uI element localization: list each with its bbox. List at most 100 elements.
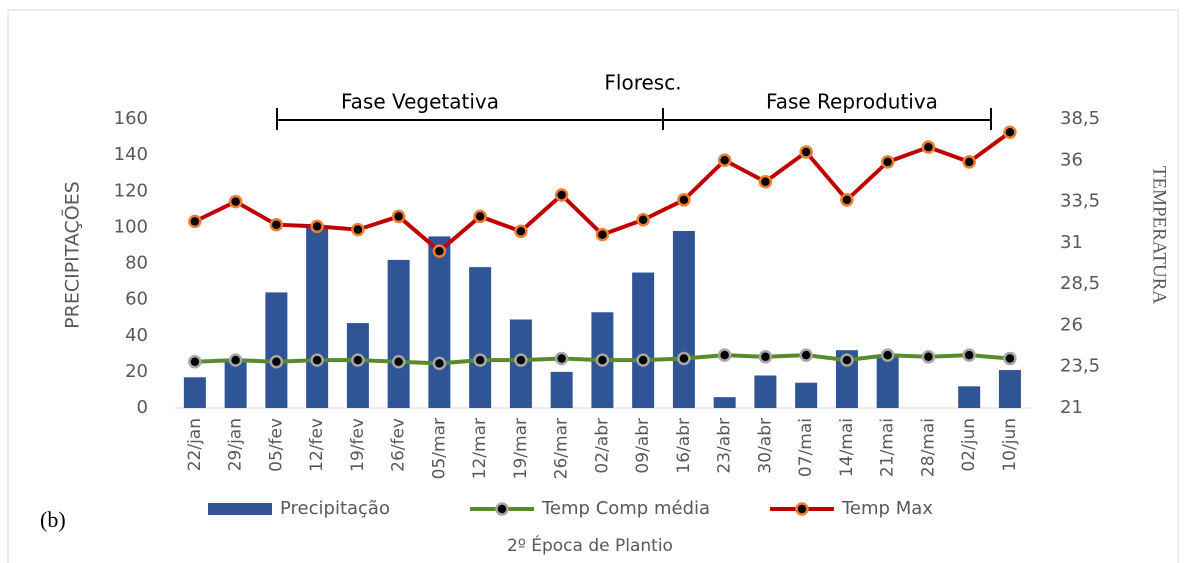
x-tick-label: 19/mar bbox=[511, 418, 531, 479]
line-marker bbox=[880, 348, 895, 362]
bar bbox=[469, 267, 492, 408]
line-marker bbox=[432, 244, 447, 258]
line-marker bbox=[351, 353, 365, 367]
x-tick-label: 26/fev bbox=[389, 418, 409, 472]
y-tick-label: 140 bbox=[114, 144, 148, 165]
x-tick-label: 28/mai bbox=[918, 418, 938, 477]
bar bbox=[795, 382, 818, 408]
x-tick-label: 07/mai bbox=[796, 418, 816, 477]
line-marker bbox=[799, 145, 813, 159]
y2-tick-label: 23,5 bbox=[1060, 356, 1100, 377]
line-marker bbox=[799, 348, 813, 362]
bar bbox=[713, 397, 736, 408]
y-axis-label: PRECIPITAÇÕES bbox=[61, 181, 84, 329]
bar bbox=[306, 227, 329, 408]
x-tick-label: 12/mar bbox=[470, 418, 490, 479]
line-marker bbox=[595, 227, 610, 242]
panel-label: (b) bbox=[40, 507, 66, 532]
line-marker bbox=[636, 212, 650, 227]
line-marker bbox=[880, 155, 895, 169]
line-marker bbox=[840, 353, 854, 367]
caption: 2º Época de Plantio bbox=[507, 534, 673, 556]
y-tick-label: 20 bbox=[125, 361, 148, 382]
phase-brackets bbox=[276, 108, 992, 130]
line-marker bbox=[514, 224, 528, 239]
x-tick-label: 26/mar bbox=[552, 418, 572, 479]
legend-label: Temp Max bbox=[841, 498, 933, 519]
bar bbox=[958, 386, 981, 408]
y2-tick-label: 21 bbox=[1060, 397, 1083, 418]
bar bbox=[550, 371, 573, 408]
line-marker bbox=[677, 193, 691, 207]
line-marker bbox=[921, 140, 936, 154]
line-marker bbox=[473, 209, 487, 224]
y2-tick-label: 28,5 bbox=[1060, 273, 1100, 294]
y-tick-label: 100 bbox=[114, 216, 148, 237]
bar bbox=[876, 357, 899, 408]
y-tick-label: 80 bbox=[125, 253, 148, 274]
y-tick-label: 160 bbox=[114, 108, 148, 129]
y2-tick-label: 38,5 bbox=[1060, 108, 1100, 129]
annotation: Floresc. bbox=[604, 71, 681, 95]
line-marker bbox=[677, 351, 691, 366]
legend-marker bbox=[795, 502, 809, 516]
line-marker bbox=[269, 217, 284, 232]
y-tick-label: 40 bbox=[125, 325, 148, 346]
bar bbox=[835, 350, 858, 408]
line-marker bbox=[758, 350, 773, 364]
line-marker bbox=[188, 214, 202, 229]
x-tick-label: 12/fev bbox=[307, 418, 327, 472]
legend-label: Temp Comp média bbox=[541, 498, 710, 519]
y2-tick-label: 33,5 bbox=[1060, 191, 1100, 212]
annotation: Fase Vegetativa bbox=[341, 90, 499, 114]
x-tick-label: 19/fev bbox=[348, 418, 368, 472]
bar bbox=[265, 292, 288, 408]
line-marker bbox=[391, 209, 406, 224]
line-marker bbox=[269, 355, 284, 369]
x-tick-label: 05/mar bbox=[429, 418, 449, 479]
line-marker bbox=[432, 356, 447, 371]
line-marker bbox=[1003, 125, 1017, 139]
x-tick-label: 10/jun bbox=[1000, 418, 1020, 472]
y2-tick-label: 31 bbox=[1060, 232, 1083, 253]
line-marker bbox=[310, 353, 324, 367]
bar bbox=[632, 272, 655, 408]
line-marker bbox=[228, 353, 243, 367]
legend-swatch bbox=[208, 503, 272, 515]
bar bbox=[754, 375, 777, 408]
line-marker bbox=[1003, 351, 1017, 366]
x-tick-label: 30/abr bbox=[755, 418, 775, 474]
line-marker bbox=[717, 348, 732, 362]
y-tick-label: 60 bbox=[125, 289, 148, 310]
x-tick-label: 02/jun bbox=[959, 418, 979, 472]
y2-tick-label: 26 bbox=[1060, 314, 1083, 335]
line-marker bbox=[962, 348, 976, 362]
legend-marker bbox=[495, 502, 509, 516]
bar bbox=[387, 259, 410, 408]
y-tick-label: 0 bbox=[137, 397, 148, 418]
bar bbox=[428, 236, 451, 408]
line-marker bbox=[310, 219, 324, 234]
line-marker bbox=[391, 355, 406, 369]
bar bbox=[998, 370, 1021, 408]
x-tick-label: 23/abr bbox=[715, 418, 735, 474]
x-tick-label: 21/mai bbox=[878, 418, 898, 477]
y2-axis-label: TEMPERATURA bbox=[1149, 166, 1170, 305]
line-marker bbox=[758, 175, 773, 189]
line-marker bbox=[595, 353, 610, 367]
y-tick-label: 120 bbox=[114, 180, 148, 201]
y2-tick-label: 36 bbox=[1060, 149, 1083, 170]
x-tick-label: 09/abr bbox=[633, 418, 653, 474]
x-tick-label: 16/abr bbox=[674, 418, 694, 474]
x-tick-label: 29/jan bbox=[226, 418, 246, 471]
line-marker bbox=[717, 153, 732, 168]
line-marker bbox=[554, 351, 569, 366]
x-tick-label: 14/mai bbox=[837, 418, 857, 477]
line-marker bbox=[840, 193, 854, 207]
bar bbox=[224, 359, 247, 408]
line-marker bbox=[962, 155, 976, 169]
x-tick-label: 02/abr bbox=[592, 418, 612, 474]
line-marker bbox=[188, 355, 202, 369]
line-marker bbox=[351, 222, 365, 237]
